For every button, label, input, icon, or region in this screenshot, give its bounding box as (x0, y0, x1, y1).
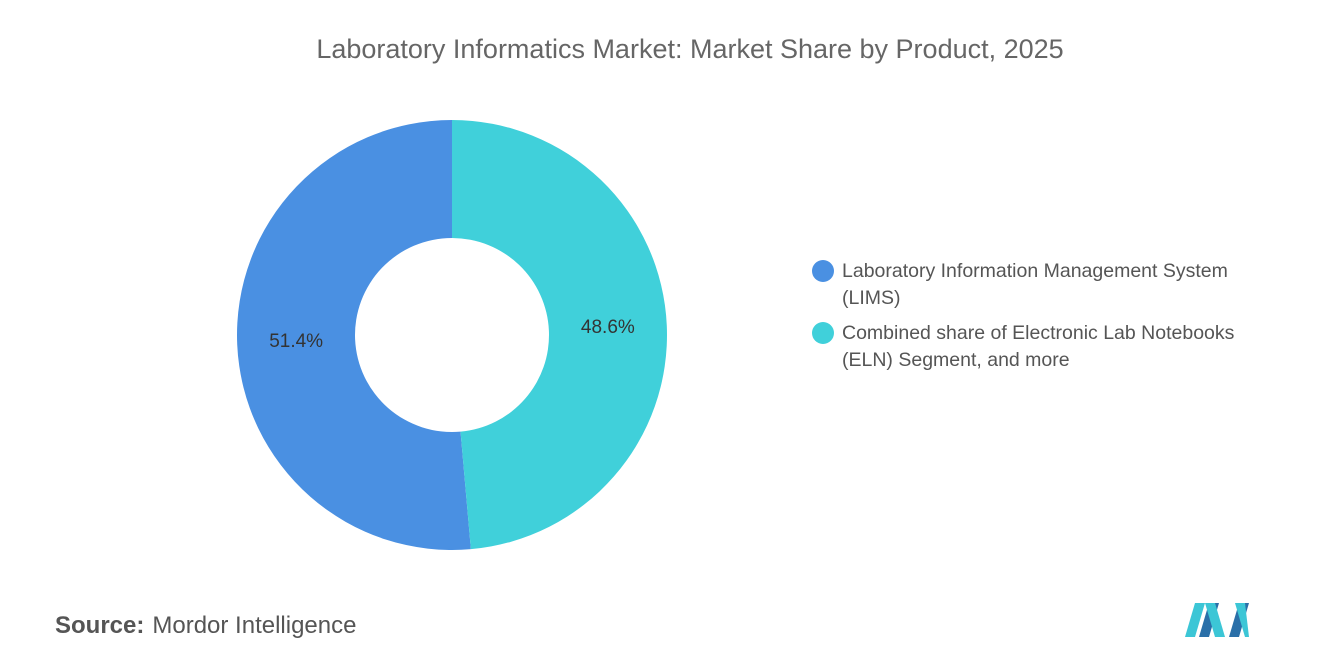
logo (1185, 603, 1249, 637)
legend-label: Laboratory Information Management System… (842, 260, 1228, 309)
source-label: Source: (55, 612, 145, 639)
legend-item: Combined share of Electronic Lab Noteboo… (812, 320, 1282, 374)
slice (237, 120, 471, 550)
legend-label: Combined share of Electronic Lab Noteboo… (842, 322, 1235, 371)
slice (452, 120, 668, 550)
legend-item: Laboratory Information Management System… (812, 258, 1282, 312)
value-label: 48.6% (581, 317, 635, 338)
legend-marker (812, 260, 834, 282)
value-label: 51.4% (269, 331, 323, 352)
legend-marker (812, 322, 834, 344)
source: Source: Mordor Intelligence (55, 612, 356, 640)
source-text: Mordor Intelligence (152, 612, 357, 639)
chart-title: Laboratory Informatics Market: Market Sh… (316, 34, 1063, 64)
